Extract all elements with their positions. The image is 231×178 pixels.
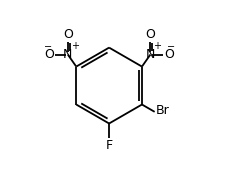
Text: O: O	[44, 48, 54, 61]
Text: N: N	[145, 48, 154, 61]
Text: Br: Br	[155, 104, 169, 117]
Text: +: +	[71, 41, 79, 51]
Text: F: F	[105, 139, 112, 152]
Text: O: O	[63, 28, 73, 41]
Text: O: O	[164, 48, 173, 61]
Text: N: N	[63, 48, 72, 61]
Text: −: −	[43, 42, 52, 52]
Text: +: +	[153, 41, 161, 51]
Text: O: O	[145, 28, 155, 41]
Text: −: −	[167, 42, 175, 52]
